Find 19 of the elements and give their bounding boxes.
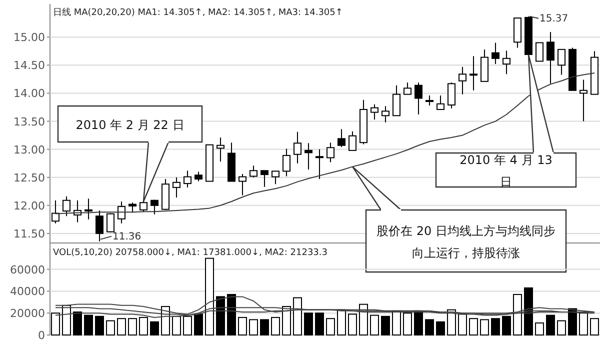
annotation: 11.36 — [112, 231, 142, 242]
y-tick-label: 20000 — [10, 307, 45, 320]
y-tick-label: 15.00 — [14, 31, 45, 44]
chart-title: 日线 MA(20,20,20) MA1: 14.305↑, MA2: 14.305↑, MA3: 14.305↑ — [53, 7, 343, 18]
y-tick-label: 13.50 — [14, 115, 45, 128]
y-tick-label: 14.50 — [14, 59, 45, 72]
annotation: 股价在 20 日均线上方与均线同步向上运行，持股待涨 — [376, 224, 556, 260]
y-tick-label: 12.50 — [14, 171, 45, 184]
y-tick-label: 40000 — [10, 285, 45, 298]
y-tick-label: 14.00 — [14, 87, 45, 100]
text: VOL(5,10,20) 20758.000↓, MA1: 17381.000↓, MA2: 21233.3 — [53, 248, 328, 258]
y-tick-label: 0 — [38, 329, 45, 342]
y-tick-label: 13.00 — [14, 143, 45, 156]
annotation: 2010 年 2 月 22 日 — [76, 118, 184, 132]
annotation: 15.37 — [540, 13, 568, 24]
y-tick-label: 60000 — [10, 263, 45, 276]
y-tick-label: 12.00 — [14, 199, 45, 212]
annotation: 2010 年 4 月 13 日 — [460, 153, 552, 189]
y-tick-label: 11.50 — [14, 227, 45, 240]
